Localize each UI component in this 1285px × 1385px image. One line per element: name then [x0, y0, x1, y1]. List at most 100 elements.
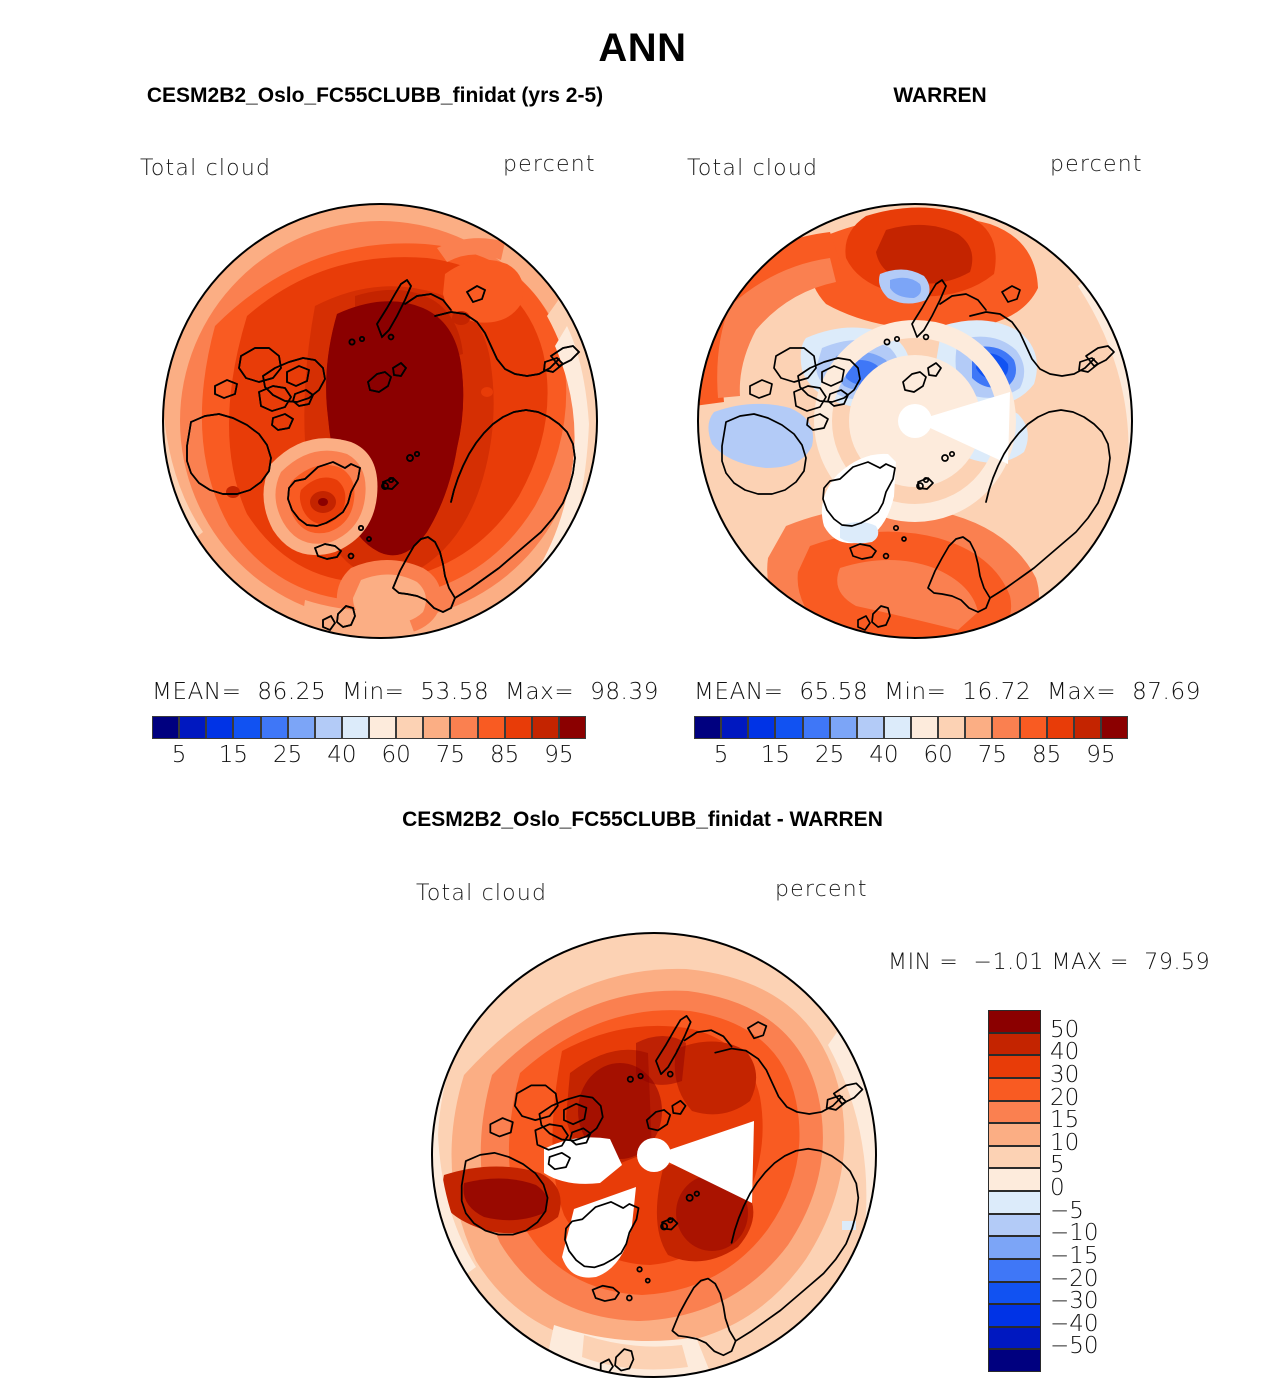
colorbar-tick-label: 5	[1050, 1152, 1065, 1179]
colorbar-tick-label: 95	[1086, 742, 1116, 768]
colorbar-cell	[883, 716, 911, 739]
colorbar-cell	[531, 716, 559, 739]
colorbar-cell	[988, 1010, 1041, 1033]
colorbar-difference-ticks: 50 40 30 20 15 10 5 0 −5 −10 −15 −20 −30 −40 −50	[1050, 1010, 1160, 1372]
colorbar-cell	[721, 716, 749, 739]
colorbar-cell	[802, 716, 830, 739]
map-difference-total-cloud	[431, 932, 877, 1378]
panel-title-difference: CESM2B2_Oslo_FC55CLUBB_finidat - WARREN	[402, 808, 883, 831]
colorbar-tick-label: −30	[1050, 1288, 1099, 1315]
colorbar-cell	[988, 1191, 1041, 1214]
colorbar-tick-label: 85	[1031, 742, 1062, 768]
colorbar-cell	[988, 1100, 1041, 1124]
colorbar-tick-label: 85	[489, 742, 520, 768]
units-label-difference: percent	[775, 877, 868, 902]
colorbar-cell	[423, 716, 451, 739]
colorbar-cell	[988, 1304, 1041, 1327]
colorbar-cell	[992, 716, 1020, 739]
colorbar-difference	[988, 1010, 1041, 1372]
colorbar-tick-label: 40	[327, 742, 357, 768]
colorbar-cell	[260, 716, 288, 739]
colorbar-tick-label: 15	[760, 742, 791, 768]
figure-main-title: ANN	[598, 26, 687, 70]
variable-label-warren: Total cloud	[687, 156, 819, 181]
colorbar-model	[152, 716, 586, 739]
colorbar-cell	[988, 1281, 1041, 1305]
variable-label-difference: Total cloud	[416, 881, 548, 906]
colorbar-tick-label: 95	[544, 742, 574, 768]
colorbar-cell	[988, 1123, 1041, 1146]
colorbar-cell	[988, 1032, 1041, 1056]
colorbar-tick-label: 60	[923, 742, 953, 768]
colorbar-tick-label: 40	[869, 742, 899, 768]
stats-model: MEAN= 86.25 Min= 53.58 Max= 98.39	[152, 679, 659, 705]
colorbar-tick-label: 25	[814, 742, 845, 768]
colorbar-cell	[775, 716, 803, 739]
colorbar-cell	[477, 716, 505, 739]
colorbar-tick-label: 15	[218, 742, 249, 768]
colorbar-cell	[179, 716, 207, 739]
colorbar-cell	[369, 716, 397, 739]
panel-title-warren: WARREN	[893, 84, 987, 107]
colorbar-tick-label: 5	[171, 742, 187, 768]
units-label-warren: percent	[1050, 152, 1143, 177]
colorbar-cell	[829, 716, 857, 739]
colorbar-tick-label: 0	[1050, 1175, 1065, 1201]
colorbar-tick-label: 5	[713, 742, 729, 768]
colorbar-tick-label: 10	[1050, 1129, 1080, 1156]
colorbar-cell	[988, 1349, 1041, 1372]
colorbar-tick-label: −5	[1050, 1197, 1084, 1224]
colorbar-tick-label: −10	[1050, 1220, 1099, 1247]
colorbar-model-ticks: 5 15 25 40 60 75 85 95	[152, 742, 586, 772]
colorbar-cell	[988, 1213, 1041, 1237]
colorbar-warren-ticks: 5 15 25 40 60 75 85 95	[694, 742, 1128, 772]
colorbar-tick-label: 75	[435, 742, 466, 768]
colorbar-cell	[988, 1168, 1041, 1191]
colorbar-tick-label: −40	[1050, 1310, 1099, 1337]
colorbar-tick-label: 60	[381, 742, 411, 768]
colorbar-cell	[748, 716, 776, 739]
stats-difference: MIN = −1.01 MAX = 79.59	[888, 950, 1211, 975]
colorbar-tick-label: 20	[1050, 1084, 1080, 1111]
colorbar-tick-label: 25	[272, 742, 303, 768]
colorbar-cell	[1073, 716, 1101, 739]
colorbar-cell	[314, 716, 342, 739]
stats-warren: MEAN= 65.58 Min= 16.72 Max= 87.69	[694, 679, 1201, 705]
colorbar-cell	[988, 1055, 1041, 1078]
colorbar-tick-label: −20	[1050, 1265, 1099, 1292]
colorbar-cell	[988, 1326, 1041, 1350]
variable-label-model: Total cloud	[140, 156, 272, 181]
colorbar-tick-label: 50	[1050, 1016, 1080, 1043]
colorbar-cell	[911, 716, 939, 739]
colorbar-cell	[938, 716, 966, 739]
colorbar-tick-label: 40	[1050, 1039, 1080, 1066]
colorbar-cell	[988, 1077, 1041, 1101]
colorbar-cell	[504, 716, 532, 739]
colorbar-cell	[988, 1236, 1041, 1259]
colorbar-warren	[694, 716, 1128, 739]
colorbar-cell	[988, 1145, 1041, 1169]
colorbar-cell	[856, 716, 884, 739]
colorbar-cell	[287, 716, 315, 739]
colorbar-cell	[1019, 716, 1047, 739]
colorbar-cell	[341, 716, 369, 739]
colorbar-cell	[233, 716, 261, 739]
map-warren-total-cloud	[697, 203, 1133, 639]
colorbar-cell	[450, 716, 478, 739]
colorbar-cell	[694, 716, 722, 739]
colorbar-cell	[558, 716, 586, 739]
colorbar-cell	[152, 716, 180, 739]
colorbar-cell	[1100, 716, 1128, 739]
colorbar-tick-label: −15	[1050, 1242, 1099, 1269]
map-model-total-cloud	[162, 203, 598, 639]
panel-title-model: CESM2B2_Oslo_FC55CLUBB_finidat (yrs 2-5)	[146, 84, 604, 107]
colorbar-tick-label: 75	[977, 742, 1008, 768]
colorbar-tick-label: 30	[1050, 1061, 1080, 1088]
units-label-model: percent	[503, 152, 596, 177]
colorbar-cell	[206, 716, 234, 739]
colorbar-cell	[1046, 716, 1074, 739]
colorbar-tick-label: 15	[1050, 1107, 1080, 1134]
colorbar-cell	[988, 1258, 1041, 1282]
colorbar-cell	[396, 716, 424, 739]
colorbar-cell	[965, 716, 993, 739]
